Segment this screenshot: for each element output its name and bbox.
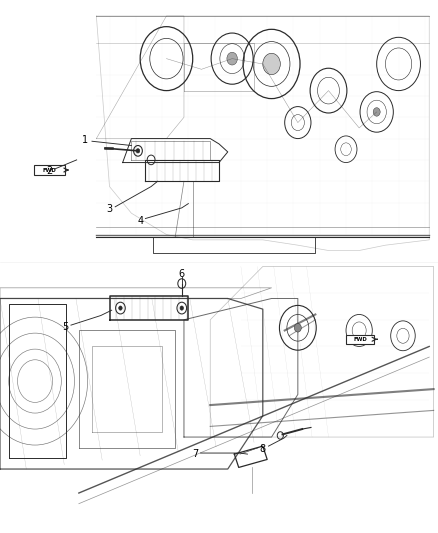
Text: 3: 3 — [106, 205, 113, 214]
Text: 2: 2 — [46, 166, 53, 175]
Circle shape — [180, 306, 184, 310]
Circle shape — [373, 108, 380, 116]
Text: 6: 6 — [178, 269, 184, 279]
Circle shape — [227, 52, 237, 65]
FancyBboxPatch shape — [346, 335, 374, 344]
Circle shape — [119, 306, 122, 310]
Circle shape — [263, 53, 280, 75]
Circle shape — [294, 324, 301, 332]
Text: 7: 7 — [192, 449, 198, 459]
Text: 4: 4 — [137, 216, 143, 226]
Text: 5: 5 — [62, 322, 68, 332]
FancyBboxPatch shape — [34, 165, 65, 175]
Text: 8: 8 — [260, 444, 266, 454]
Text: 1: 1 — [82, 135, 88, 144]
Circle shape — [136, 149, 140, 153]
Text: FWD: FWD — [42, 167, 57, 173]
Text: FWD: FWD — [353, 337, 367, 342]
